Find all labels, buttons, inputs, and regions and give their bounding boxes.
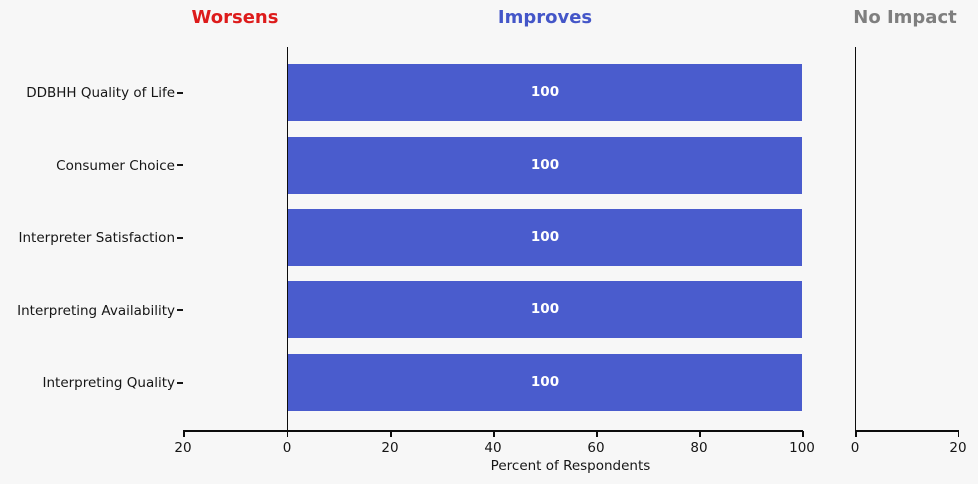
- y-tick-mark: [177, 309, 183, 311]
- panel-title-improves: Improves: [497, 7, 593, 28]
- y-axis-label-ddbhh-quality-of-life: DDBHH Quality of Life: [26, 85, 175, 101]
- y-tick-mark: [177, 164, 183, 166]
- panel-title-no-impact: No Impact: [853, 7, 957, 28]
- x-axis-title: Percent of Respondents: [490, 458, 651, 474]
- x-tick-mark: [596, 431, 598, 437]
- bar-consumer-choice: 100: [288, 137, 802, 194]
- x-tick-mark: [699, 431, 701, 437]
- y-axis-label-interpreter-satisfaction: Interpreter Satisfaction: [18, 230, 175, 246]
- panel-title-worsens: Worsens: [191, 7, 279, 28]
- x-tick-mark: [802, 431, 804, 437]
- y-tick-mark: [177, 92, 183, 94]
- x-tick-mark: [493, 431, 495, 437]
- y-axis-label-interpreting-availability: Interpreting Availability: [17, 303, 175, 319]
- x-tick-label-improves-0: 0: [282, 440, 292, 456]
- x-tick-label-improves-100: 100: [789, 440, 815, 456]
- y-tick-mark: [177, 237, 183, 239]
- x-tick-label-improves-60: 60: [587, 440, 605, 456]
- left-spine-no-impact-panel: [854, 47, 857, 432]
- bottom-spine-left-middle-panels: [183, 430, 803, 432]
- bar-interpreter-satisfaction: 100: [288, 209, 802, 266]
- bar-ddbhh-quality-of-life: 100: [288, 64, 802, 121]
- bar-interpreting-availability: 100: [288, 281, 802, 338]
- x-tick-label-improves-40: 40: [484, 440, 502, 456]
- bottom-spine-right-panel: [855, 430, 959, 432]
- x-tick-mark: [855, 431, 857, 437]
- left-spine-improves-panel: [286, 47, 289, 432]
- x-tick-label-improves-20: 20: [381, 440, 399, 456]
- y-tick-mark: [177, 382, 183, 384]
- x-tick-label-no-impact-20: 20: [949, 440, 967, 456]
- bar-interpreting-quality: 100: [288, 354, 802, 411]
- x-tick-mark: [183, 431, 185, 437]
- y-axis-label-consumer-choice: Consumer Choice: [56, 158, 175, 174]
- x-tick-label-worsens-20: 20: [174, 440, 192, 456]
- y-axis-label-interpreting-quality: Interpreting Quality: [42, 375, 175, 391]
- x-tick-mark: [390, 431, 392, 437]
- x-tick-label-improves-80: 80: [690, 440, 708, 456]
- x-tick-label-no-impact-0: 0: [850, 440, 860, 456]
- x-tick-mark: [286, 431, 289, 437]
- x-tick-mark: [957, 431, 960, 437]
